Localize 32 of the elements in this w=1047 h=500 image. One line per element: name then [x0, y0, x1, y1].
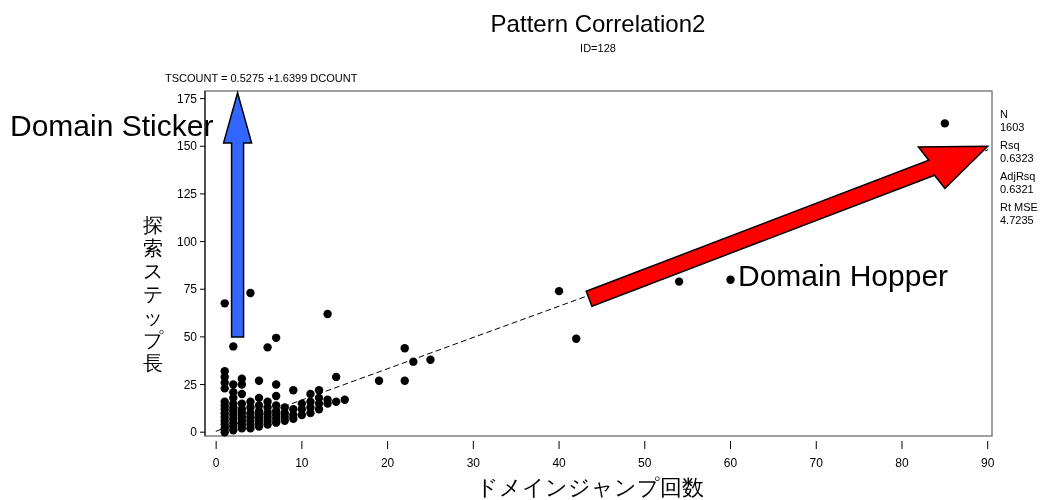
y-tick-label: 50 [183, 329, 198, 344]
chart-subtitle: ID=128 [580, 42, 616, 54]
y-tick-label: 25 [183, 377, 198, 392]
text: 0.6321 [1000, 183, 1034, 195]
x-tick-label: 90 [981, 456, 995, 470]
y-tick-label: 125 [176, 186, 198, 201]
text: Rsq [1000, 139, 1020, 151]
text: 4.7235 [1000, 214, 1034, 226]
text: 0.6323 [1000, 152, 1034, 164]
text: AdjRsq [1000, 170, 1036, 182]
text: N [1000, 108, 1008, 120]
x-tick-label: 80 [895, 456, 909, 470]
x-tick-label: 70 [809, 456, 824, 470]
text: TSCOUNT = 0.5275 +1.6399 DCOUNT [165, 72, 358, 84]
text: 1603 [1000, 121, 1025, 133]
x-tick-label: 10 [295, 456, 309, 470]
x-tick-label: 50 [638, 456, 652, 470]
x-tick-label: 30 [466, 456, 481, 470]
x-tick-label: 60 [723, 456, 738, 470]
x-axis-title: ドメインジャンプ回数 [476, 475, 704, 500]
chart-title: Pattern Correlation2 [490, 10, 706, 37]
x-tick-label: 40 [552, 456, 567, 470]
x-tick-label: 0 [212, 456, 220, 470]
y-tick-label: 175 [176, 91, 198, 106]
x-tick-label: 20 [380, 456, 395, 470]
annotation: Domain Hopper [738, 259, 949, 292]
y-axis-title: 探索ステップ長 [143, 214, 164, 374]
y-tick-label: 100 [176, 234, 198, 249]
y-tick-label: 75 [183, 282, 198, 297]
y-tick-label: 150 [176, 139, 198, 154]
y-tick-label: 0 [190, 425, 198, 440]
text: Rt MSE [1000, 201, 1038, 213]
